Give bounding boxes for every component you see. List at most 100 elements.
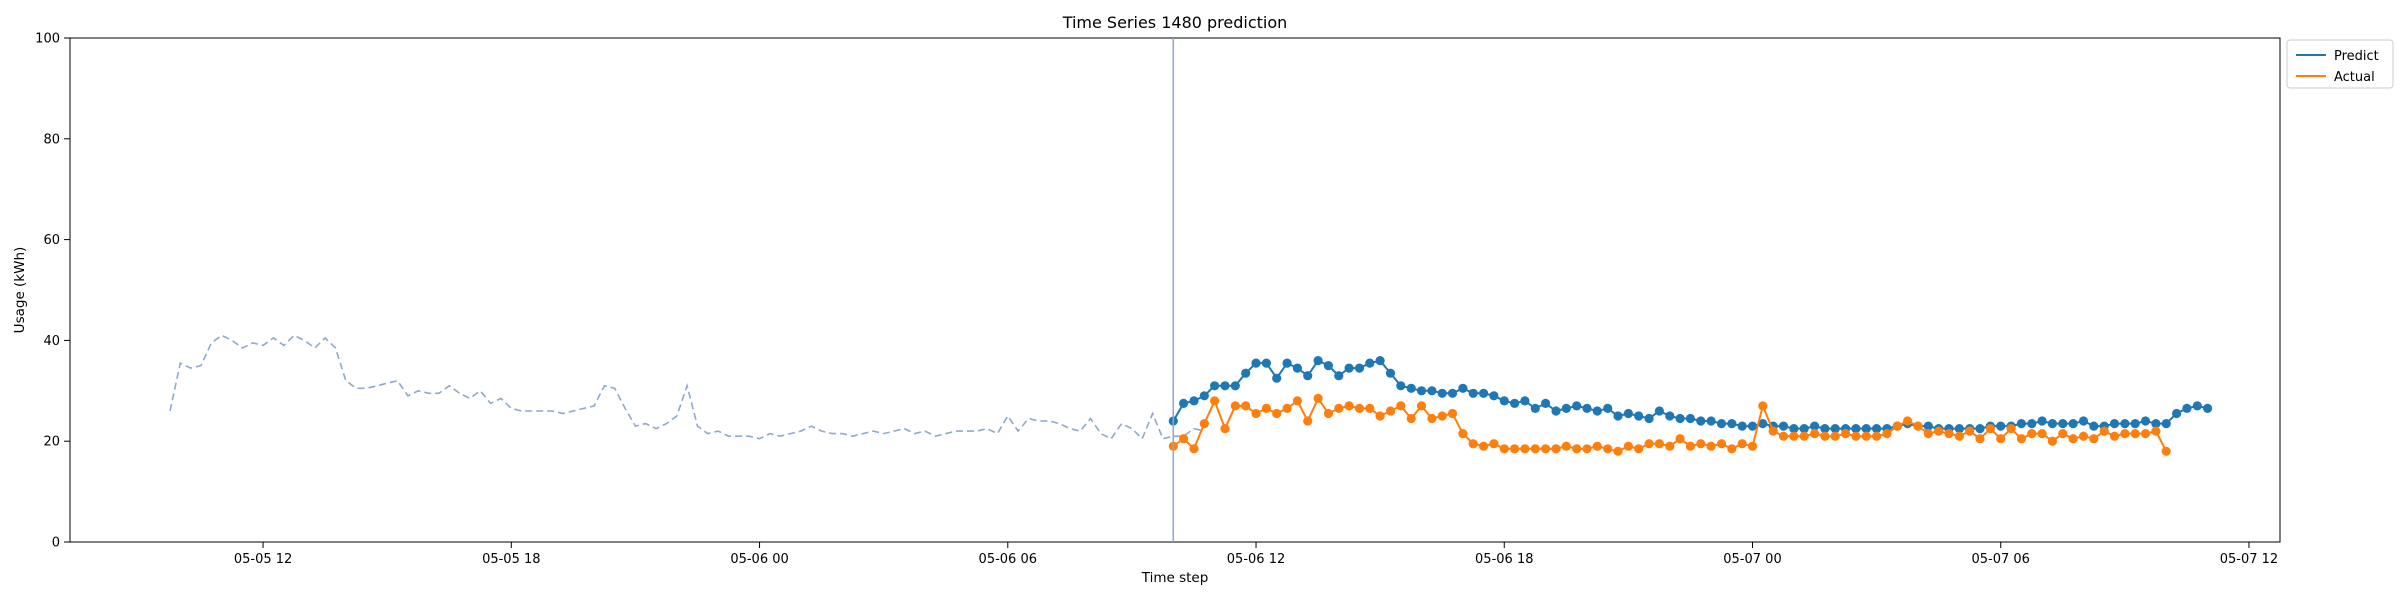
- data-point-predict: [1706, 416, 1716, 426]
- data-point-actual: [1913, 421, 1923, 431]
- data-point-actual: [1520, 444, 1530, 454]
- data-point-predict: [1282, 358, 1292, 368]
- data-point-predict: [1810, 421, 1820, 431]
- data-point-actual: [1241, 401, 1251, 411]
- data-point-actual: [1365, 403, 1375, 413]
- data-point-actual: [2016, 434, 2026, 444]
- data-point-predict: [1644, 413, 1654, 424]
- data-point-predict: [2089, 421, 2099, 431]
- data-point-predict: [1561, 403, 1571, 413]
- x-axis-label: Time step: [1141, 570, 1209, 586]
- data-point-actual: [1975, 434, 1985, 444]
- data-point-predict: [1727, 419, 1737, 429]
- y-tick-label: 0: [52, 536, 60, 551]
- data-point-predict: [1385, 368, 1396, 378]
- data-point-predict: [1634, 411, 1644, 421]
- x-tick-label: 05-05 12: [234, 552, 292, 567]
- data-point-actual: [1230, 401, 1240, 411]
- data-point-actual: [2027, 429, 2037, 439]
- data-point-predict: [1716, 419, 1727, 429]
- data-point-predict: [1447, 388, 1458, 398]
- data-point-actual: [1696, 439, 1706, 449]
- data-point-actual: [1768, 426, 1778, 436]
- data-point-predict: [1189, 396, 1199, 406]
- data-point-predict: [2058, 419, 2068, 429]
- data-point-actual: [2078, 431, 2089, 441]
- data-point-predict: [1530, 403, 1540, 413]
- data-point-actual: [1385, 406, 1396, 416]
- y-axis-label: Usage (kWh): [12, 247, 28, 334]
- data-point-actual: [2140, 429, 2151, 439]
- data-point-actual: [1716, 439, 1727, 449]
- data-point-actual: [1675, 434, 1685, 444]
- data-point-actual: [1944, 429, 1954, 439]
- data-point-actual: [1396, 401, 1406, 411]
- data-point-predict: [2037, 416, 2047, 426]
- data-point-predict: [1303, 371, 1313, 381]
- data-point-predict: [1582, 403, 1592, 413]
- data-point-predict: [2182, 403, 2192, 413]
- data-point-predict: [1344, 363, 1354, 373]
- data-point-predict: [1292, 363, 1302, 373]
- data-point-actual: [1354, 403, 1365, 413]
- data-point-actual: [1199, 419, 1209, 429]
- data-point-predict: [1272, 373, 1282, 383]
- data-point-actual: [2068, 434, 2078, 444]
- data-point-predict: [2192, 401, 2202, 411]
- data-point-predict: [1261, 358, 1271, 368]
- data-point-predict: [1820, 424, 1830, 434]
- series-layer: [169, 334, 2213, 456]
- data-point-predict: [1851, 424, 1861, 434]
- data-point-predict: [1654, 406, 1664, 416]
- data-point-predict: [1830, 424, 1840, 434]
- data-point-actual: [1189, 444, 1199, 454]
- data-point-actual: [1872, 431, 1882, 441]
- data-point-actual: [1468, 439, 1478, 449]
- data-point-actual: [1344, 401, 1354, 411]
- data-point-actual: [1820, 431, 1830, 441]
- data-point-actual: [1923, 429, 1933, 439]
- plot-area: [69, 37, 2281, 543]
- data-point-actual: [1323, 408, 1333, 419]
- data-point-predict: [2172, 408, 2182, 419]
- data-point-predict: [1416, 386, 1427, 396]
- data-point-predict: [1603, 403, 1613, 413]
- x-tick-label: 05-07 00: [1723, 552, 1781, 567]
- data-point-predict: [1251, 358, 1261, 368]
- data-point-actual: [2109, 431, 2120, 441]
- data-point-actual: [1251, 408, 1261, 419]
- data-point-predict: [1685, 413, 1695, 424]
- data-point-actual: [2120, 429, 2130, 439]
- data-point-predict: [1861, 424, 1871, 434]
- data-point-actual: [1530, 444, 1540, 454]
- data-point-actual: [1375, 411, 1385, 421]
- data-point-predict: [1572, 401, 1582, 411]
- legend-actual-label: Actual: [2334, 70, 2375, 85]
- data-point-actual: [1903, 416, 1913, 426]
- data-point-actual: [1954, 431, 1964, 441]
- data-point-actual: [1985, 424, 1995, 434]
- y-tick-label: 60: [43, 233, 60, 248]
- data-point-actual: [1561, 441, 1571, 451]
- data-point-predict: [1613, 411, 1623, 421]
- data-point-predict: [1696, 416, 1706, 426]
- data-point-actual: [2058, 429, 2068, 439]
- data-point-predict: [1396, 381, 1406, 391]
- data-point-actual: [1665, 441, 1675, 451]
- x-tick-label: 05-07 06: [1972, 552, 2030, 567]
- x-tick-label: 05-06 12: [1227, 552, 1285, 567]
- data-point-actual: [1272, 408, 1282, 419]
- data-point-actual: [1210, 396, 1220, 406]
- data-point-predict: [2109, 419, 2120, 429]
- data-point-actual: [2047, 436, 2057, 446]
- y-tick-label: 100: [35, 32, 60, 47]
- x-tick-label: 05-07 12: [2220, 552, 2278, 567]
- data-point-predict: [1778, 421, 1789, 431]
- data-point-actual: [1996, 434, 2006, 444]
- data-point-actual: [1303, 416, 1313, 426]
- y-tick-label: 20: [43, 435, 60, 450]
- data-point-actual: [1747, 441, 1758, 451]
- data-point-actual: [1282, 403, 1292, 413]
- series-line-history: [169, 334, 1205, 441]
